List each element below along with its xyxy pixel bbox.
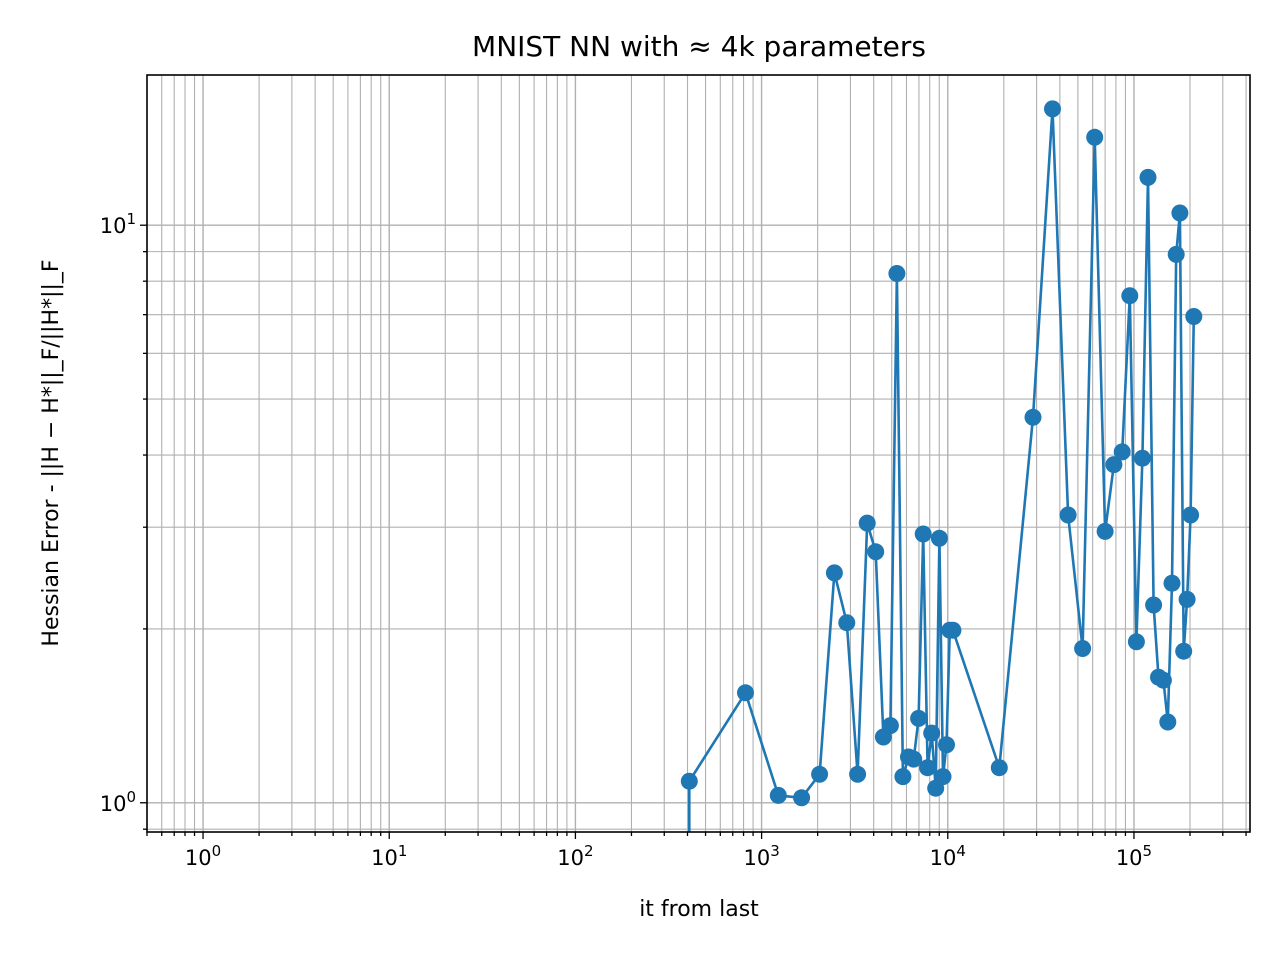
data-point xyxy=(1154,671,1172,689)
data-point xyxy=(737,684,754,702)
y-tick-label: 101 xyxy=(100,210,136,238)
points-layer xyxy=(680,100,1203,807)
data-point xyxy=(1127,633,1145,651)
x-tick-label: 105 xyxy=(1116,842,1152,870)
data-point xyxy=(1121,287,1139,305)
data-point xyxy=(1024,408,1042,426)
data-point xyxy=(1074,640,1092,657)
data-point xyxy=(930,529,948,547)
data-point xyxy=(1163,574,1181,592)
data-point xyxy=(919,759,937,777)
data-point xyxy=(825,564,843,582)
data-point xyxy=(1133,449,1151,467)
data-point xyxy=(923,724,941,742)
data-point xyxy=(867,543,885,561)
x-tick-label: 104 xyxy=(930,842,966,870)
x-axis-label: it from last xyxy=(639,897,759,922)
data-point xyxy=(838,614,856,632)
data-point xyxy=(1182,506,1200,524)
x-tick-label: 100 xyxy=(185,842,221,870)
y-tick-label: 100 xyxy=(100,788,136,816)
data-point xyxy=(769,786,787,804)
data-point xyxy=(914,525,932,543)
grid-layer xyxy=(146,75,1250,832)
x-tick-label: 102 xyxy=(557,842,593,870)
chart-title: MNIST NN with ≈ 4k parameters xyxy=(472,30,926,63)
x-tick-label: 101 xyxy=(371,842,407,870)
data-point xyxy=(1044,100,1061,118)
data-point xyxy=(1185,308,1203,325)
data-point xyxy=(944,621,962,639)
plot-frame xyxy=(146,74,1251,833)
data-point xyxy=(934,768,952,786)
data-point xyxy=(1175,642,1193,660)
data-point xyxy=(1105,456,1123,474)
data-point xyxy=(1159,713,1177,731)
data-point xyxy=(849,765,867,783)
data-point xyxy=(910,709,928,727)
data-point xyxy=(1086,128,1104,146)
data-point xyxy=(938,736,955,754)
data-point xyxy=(1113,443,1131,461)
data-point xyxy=(888,265,906,282)
data-point xyxy=(1145,596,1163,614)
data-point xyxy=(1096,522,1114,540)
data-point xyxy=(793,789,811,807)
data-point xyxy=(680,772,698,790)
data-point xyxy=(1178,590,1196,608)
data-point xyxy=(1171,204,1189,222)
y-axis-label: Hessian Error - ||H − H*||_F/||H*||_F xyxy=(39,259,64,646)
data-point xyxy=(894,768,912,786)
y-axis: 100 101 xyxy=(100,210,147,830)
data-point xyxy=(1059,506,1077,524)
x-tick-label: 103 xyxy=(743,842,779,870)
data-point xyxy=(811,765,829,783)
data-point xyxy=(881,717,899,735)
data-point xyxy=(990,759,1008,777)
data-point xyxy=(1139,168,1157,186)
data-point xyxy=(1167,245,1185,263)
x-axis: 100 101 102 103 104 105 xyxy=(146,832,1247,870)
data-point xyxy=(905,750,923,768)
data-point xyxy=(858,514,876,532)
